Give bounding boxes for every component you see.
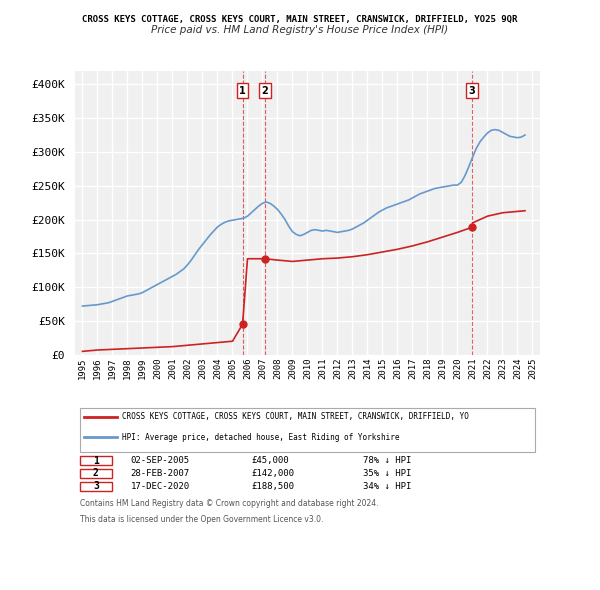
Text: £45,000: £45,000 bbox=[252, 456, 289, 465]
Text: 02-SEP-2005: 02-SEP-2005 bbox=[131, 456, 190, 465]
Text: 2009: 2009 bbox=[288, 357, 297, 379]
FancyBboxPatch shape bbox=[80, 469, 112, 478]
Text: 2: 2 bbox=[262, 86, 268, 96]
Text: 2006: 2006 bbox=[243, 357, 252, 379]
FancyBboxPatch shape bbox=[80, 482, 112, 491]
Text: 2: 2 bbox=[93, 468, 99, 478]
Text: 2018: 2018 bbox=[423, 357, 432, 379]
Text: 2024: 2024 bbox=[513, 357, 522, 379]
Text: 1: 1 bbox=[93, 455, 99, 466]
Text: 2013: 2013 bbox=[348, 357, 357, 379]
Text: 3: 3 bbox=[469, 86, 475, 96]
Text: 2004: 2004 bbox=[213, 357, 222, 379]
Text: 2008: 2008 bbox=[273, 357, 282, 379]
Text: Contains HM Land Registry data © Crown copyright and database right 2024.: Contains HM Land Registry data © Crown c… bbox=[80, 499, 378, 508]
Text: 2012: 2012 bbox=[333, 357, 342, 379]
Text: 2011: 2011 bbox=[318, 357, 327, 379]
Text: 2005: 2005 bbox=[228, 357, 237, 379]
Text: 2010: 2010 bbox=[303, 357, 312, 379]
Text: 1995: 1995 bbox=[78, 357, 87, 379]
Text: £188,500: £188,500 bbox=[252, 482, 295, 491]
Text: 2017: 2017 bbox=[408, 357, 417, 379]
Text: 1997: 1997 bbox=[108, 357, 117, 379]
Text: 2007: 2007 bbox=[258, 357, 267, 379]
Text: £142,000: £142,000 bbox=[252, 469, 295, 478]
Text: 78% ↓ HPI: 78% ↓ HPI bbox=[364, 456, 412, 465]
Text: 1: 1 bbox=[239, 86, 246, 96]
FancyBboxPatch shape bbox=[80, 456, 112, 465]
Text: 3: 3 bbox=[93, 481, 99, 491]
Text: 2022: 2022 bbox=[483, 357, 492, 379]
Text: 1998: 1998 bbox=[123, 357, 132, 379]
Text: HPI: Average price, detached house, East Riding of Yorkshire: HPI: Average price, detached house, East… bbox=[121, 433, 399, 442]
Text: This data is licensed under the Open Government Licence v3.0.: This data is licensed under the Open Gov… bbox=[80, 516, 323, 525]
Text: 2001: 2001 bbox=[168, 357, 177, 379]
Text: 2025: 2025 bbox=[528, 357, 537, 379]
Text: CROSS KEYS COTTAGE, CROSS KEYS COURT, MAIN STREET, CRANSWICK, DRIFFIELD, YO25 9Q: CROSS KEYS COTTAGE, CROSS KEYS COURT, MA… bbox=[82, 15, 518, 24]
Text: 2000: 2000 bbox=[153, 357, 162, 379]
Text: Price paid vs. HM Land Registry's House Price Index (HPI): Price paid vs. HM Land Registry's House … bbox=[151, 25, 449, 35]
Text: 2019: 2019 bbox=[438, 357, 447, 379]
Text: 2021: 2021 bbox=[468, 357, 477, 379]
Text: CROSS KEYS COTTAGE, CROSS KEYS COURT, MAIN STREET, CRANSWICK, DRIFFIELD, YO: CROSS KEYS COTTAGE, CROSS KEYS COURT, MA… bbox=[121, 412, 469, 421]
Text: 28-FEB-2007: 28-FEB-2007 bbox=[131, 469, 190, 478]
Text: 2014: 2014 bbox=[363, 357, 372, 379]
Text: 35% ↓ HPI: 35% ↓ HPI bbox=[364, 469, 412, 478]
Text: 2002: 2002 bbox=[183, 357, 192, 379]
Text: 2020: 2020 bbox=[453, 357, 462, 379]
Text: 2003: 2003 bbox=[198, 357, 207, 379]
Text: 2023: 2023 bbox=[498, 357, 507, 379]
Text: 17-DEC-2020: 17-DEC-2020 bbox=[131, 482, 190, 491]
FancyBboxPatch shape bbox=[80, 408, 535, 453]
Text: 2016: 2016 bbox=[393, 357, 402, 379]
Text: 2015: 2015 bbox=[378, 357, 387, 379]
Text: 34% ↓ HPI: 34% ↓ HPI bbox=[364, 482, 412, 491]
Text: 1999: 1999 bbox=[138, 357, 147, 379]
Text: 1996: 1996 bbox=[93, 357, 102, 379]
